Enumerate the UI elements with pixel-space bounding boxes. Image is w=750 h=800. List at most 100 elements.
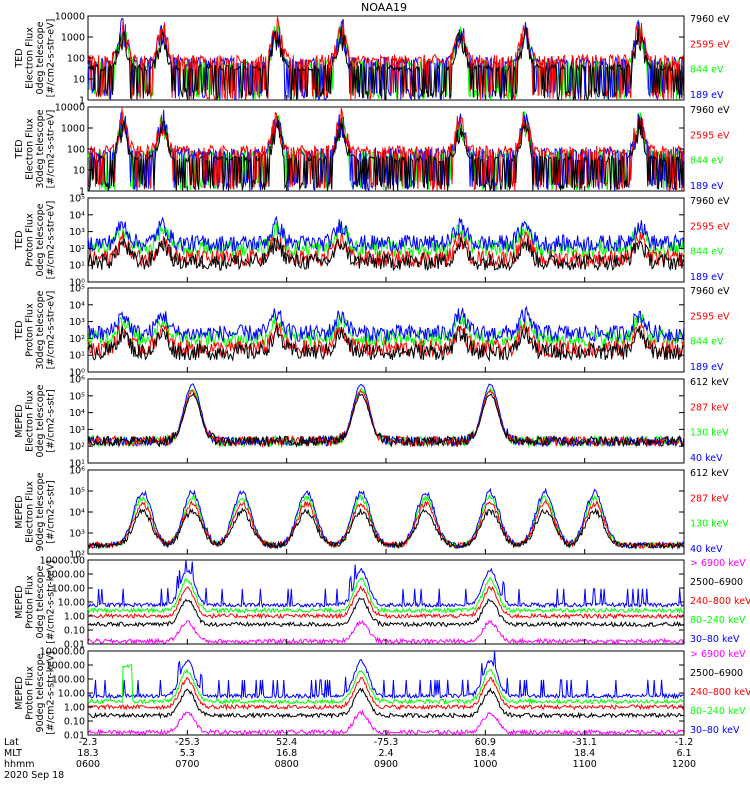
y-axis-label-line: Proton Flux: [25, 303, 36, 357]
series-red: [88, 231, 685, 269]
panel-frame: [87, 197, 685, 283]
plot-title: NOAA19: [361, 1, 407, 14]
y-axis-label-line: 0deg telescope: [35, 565, 46, 638]
series-green: [87, 664, 685, 706]
y-tick-label: 10⁴: [69, 210, 85, 221]
y-axis-label-line: 0deg telescope: [35, 203, 46, 276]
legend-entry: > 6900 keV: [690, 649, 746, 660]
series-black: [87, 324, 685, 363]
footer-tick-mlt: 18.4: [475, 748, 496, 759]
legend-entry: 80–240 keV: [690, 706, 746, 717]
y-tick-label: 100.00: [52, 584, 85, 595]
y-axis-label-line: TED: [14, 230, 25, 250]
footer-row-label: Lat: [4, 737, 19, 748]
y-tick-label: 10³: [69, 227, 85, 238]
legend-entry: 40 keV: [690, 453, 723, 464]
y-tick-label: 10¹: [69, 351, 85, 362]
legend-entry: 2595 eV: [690, 39, 730, 50]
y-axis-label-line: [#/cm2-s-str-eV]: [46, 19, 57, 98]
y-axis-label: TEDProton Flux30deg telescope[#/cm2-s-st…: [14, 290, 57, 369]
legend-entry: 612 keV: [690, 468, 729, 479]
series-black: [87, 392, 685, 448]
panel-4: 10⁵ 10⁴ 10³ 10² 10¹ 10⁰ TEDProton Flux30deg te…: [14, 284, 730, 379]
y-tick-label: 10: [73, 166, 85, 177]
y-tick-label: 10²: [69, 244, 85, 255]
legend-entry: 130 keV: [690, 519, 729, 530]
y-tick-label: 1: [79, 96, 85, 107]
legend-entry: 844 eV: [690, 65, 724, 76]
y-axis-label: TEDElectron Flux30deg telescope[#/cm2-s-…: [14, 109, 57, 188]
footer-tick-hhmm: 0900: [374, 759, 398, 770]
y-tick-label: 10⁶: [69, 375, 85, 386]
footer-tick-mlt: 2.4: [378, 748, 393, 759]
legend-entry: 80–240 keV: [690, 615, 746, 626]
y-tick-label: 10³: [69, 317, 85, 328]
y-tick-label: 1000: [61, 124, 85, 135]
y-tick-label: 10000.00: [40, 556, 85, 567]
y-tick-label: 0.10: [64, 626, 85, 637]
series-blue: [87, 305, 685, 343]
y-axis-label-line: MEPED: [14, 404, 25, 437]
y-tick-label: 1000.00: [46, 661, 85, 672]
y-tick-label: 10²: [69, 550, 85, 561]
series-red: [87, 585, 685, 620]
panel-3: 10⁵ 10⁴ 10³ 10² 10¹ 10⁰ TEDProton Flux0deg tel…: [14, 194, 730, 289]
series-black: [87, 236, 685, 272]
legend-entry: 2500–6900: [690, 577, 743, 588]
y-axis-label-line: 90deg telescope: [35, 653, 46, 732]
legend-entry: 40 keV: [690, 544, 723, 555]
footer-tick-hhmm: 0600: [76, 759, 100, 770]
y-axis-label-line: MEPED: [14, 585, 25, 618]
footer-row-label: hhmm: [4, 759, 35, 770]
y-axis-label-line: Proton Flux: [25, 666, 36, 720]
footer-row-label: MLT: [4, 748, 22, 759]
series-blue: [87, 559, 684, 609]
y-tick-label: 100: [67, 54, 85, 65]
y-tick-label: 10⁴: [69, 408, 85, 419]
footer-tick-lat: -25.3: [175, 737, 200, 748]
y-axis-label: TEDProton Flux0deg telescope[#/cm2-s-str…: [14, 201, 57, 280]
y-tick-label: 1.00: [64, 612, 85, 623]
y-tick-label: 10.00: [58, 598, 85, 609]
panel-2: 10000 1000 100 10 1 TEDElectron Flux30deg tel…: [14, 103, 730, 198]
panel-5: 10⁶ 10⁵ 10⁴ 10³ 10² 10¹ MEPEDElectron Flux0deg…: [14, 375, 729, 470]
footer-tick-hhmm: 1000: [473, 759, 497, 770]
y-tick-label: 100: [67, 145, 85, 156]
y-axis-label-line: Electron Flux: [25, 27, 36, 89]
y-tick-label: 0.01: [64, 731, 85, 742]
legend-entry: > 6900 keV: [690, 558, 746, 569]
footer-tick-lat: -2.3: [79, 737, 98, 748]
footer-tick-lat: 60.9: [475, 737, 496, 748]
y-tick-label: 1.00: [64, 703, 85, 714]
y-axis-label-line: Proton Flux: [25, 213, 36, 267]
series-green: [87, 576, 685, 615]
panel-frame: [87, 650, 685, 736]
y-axis-label-line: TED: [14, 48, 25, 68]
y-tick-label: 10⁵: [69, 487, 85, 498]
footer-tick-lat: 52.4: [276, 737, 297, 748]
y-tick-label: 10⁴: [69, 300, 85, 311]
footer-tick-mlt: 16.8: [276, 748, 297, 759]
y-axis-label-line: [#/cm2-s-str-keV]: [46, 560, 57, 644]
legend-entry: 2595 eV: [690, 221, 730, 232]
series-black: [87, 507, 685, 550]
legend-entry: 7960 eV: [690, 105, 730, 116]
y-tick-label: 10²: [69, 334, 85, 345]
y-axis-label-line: TED: [14, 139, 25, 159]
panel-1: 10000 1000 100 10 1 TEDElectron Flux0deg tele…: [14, 12, 730, 107]
y-tick-label: 10³: [69, 425, 85, 436]
legend-entry: 30–80 keV: [690, 634, 740, 645]
y-axis-label-line: TED: [14, 320, 25, 340]
y-tick-label: 10²: [69, 442, 85, 453]
legend-entry: 2500–6900: [690, 668, 743, 679]
footer-tick-hhmm: 0700: [175, 759, 199, 770]
series-black: [87, 597, 685, 628]
panel-7: 10000.00 1000.00 100.00 10.00 1.00 0.10 0.01 ME…: [14, 556, 750, 651]
series-red: [87, 16, 685, 101]
y-axis-label: MEPEDProton Flux90deg telescope[#/cm2-s-…: [14, 651, 57, 735]
series-blue: [87, 487, 685, 550]
y-tick-label: 10⁰: [69, 278, 85, 289]
